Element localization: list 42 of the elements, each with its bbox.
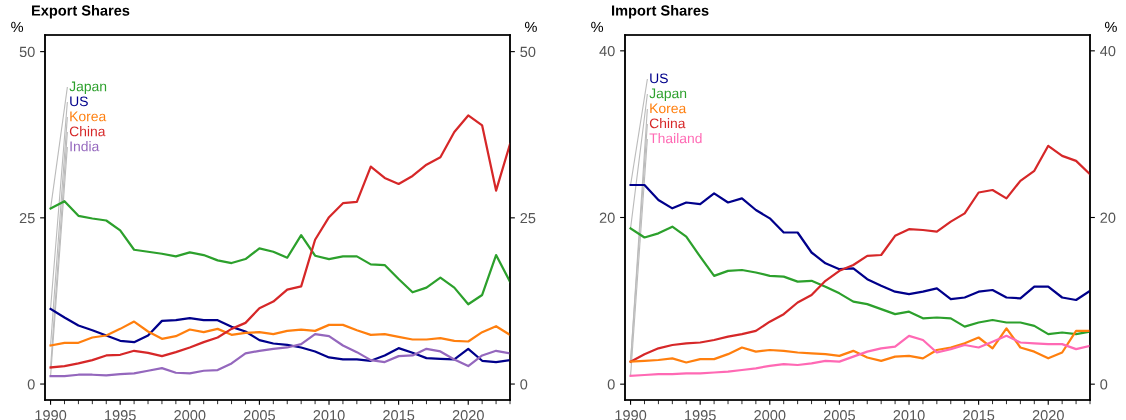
y-tick-label: 40 <box>599 45 615 57</box>
y-tick-label: 25 <box>19 212 35 224</box>
text: US <box>650 73 668 84</box>
text: India <box>70 141 100 152</box>
chart-title: Export Shares <box>32 4 130 19</box>
text: China <box>649 118 686 129</box>
x-tick-label: 2000 <box>754 410 786 420</box>
x-tick-label: 2010 <box>893 410 925 420</box>
y-axis-title: % <box>591 21 604 33</box>
x-tick-label: 1990 <box>35 410 67 420</box>
y-axis-title: % <box>11 21 24 33</box>
y2-tick-label: 0 <box>1100 379 1108 390</box>
text: Korea <box>70 111 107 122</box>
y2-tick-label: 40 <box>1100 45 1116 57</box>
text: Thailand <box>649 133 702 144</box>
y2-tick-label: 50 <box>520 46 536 58</box>
text: Korea <box>650 103 687 114</box>
x-tick-label: 2015 <box>963 410 995 420</box>
y2-axis-title: % <box>1104 21 1117 33</box>
x-tick-label: 2010 <box>313 410 345 420</box>
x-tick-label: 2005 <box>823 410 856 420</box>
x-tick-label: 2015 <box>383 410 415 420</box>
x-tick-label: 2005 <box>243 410 276 420</box>
x-tick-label: 1990 <box>615 410 647 420</box>
y-tick-label: 0 <box>607 379 615 390</box>
y-tick-label: 50 <box>19 46 35 58</box>
text: China <box>69 126 106 137</box>
y2-tick-label: 25 <box>520 212 536 224</box>
x-tick-label: 2020 <box>452 410 484 420</box>
text: Japan <box>649 88 687 101</box>
x-tick-label: 2020 <box>1032 410 1064 420</box>
y2-tick-label: 20 <box>1100 212 1116 223</box>
text: US <box>70 96 88 107</box>
x-tick-label: 1995 <box>685 410 716 420</box>
y2-tick-label: 0 <box>520 379 528 390</box>
x-tick-label: 2000 <box>174 410 206 420</box>
text: Japan <box>69 81 107 95</box>
chart-title: Import Shares <box>612 4 709 19</box>
y2-axis-title: % <box>524 21 537 33</box>
y-tick-label: 20 <box>599 212 615 223</box>
y-tick-label: 0 <box>27 379 35 390</box>
x-tick-label: 1995 <box>105 410 136 420</box>
